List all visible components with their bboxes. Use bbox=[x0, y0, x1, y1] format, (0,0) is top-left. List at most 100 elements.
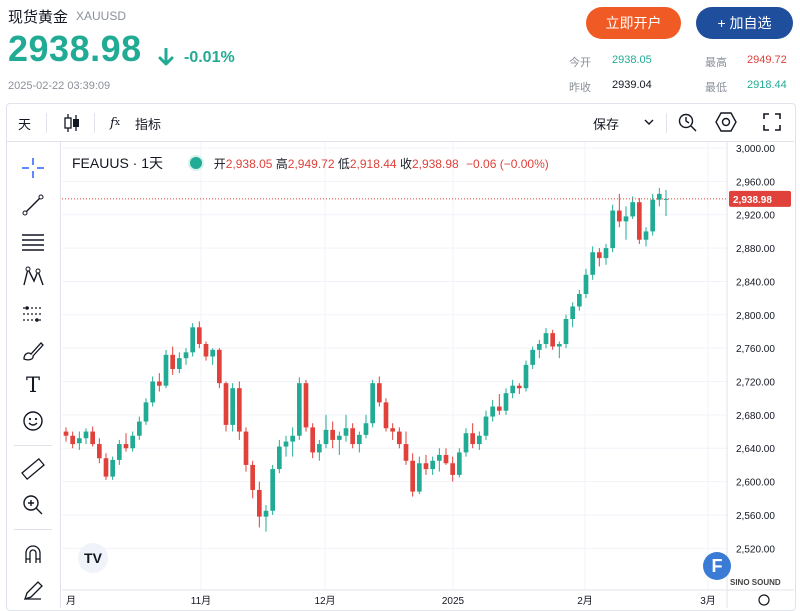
toolbar-separator bbox=[46, 113, 47, 133]
candle-body bbox=[463, 433, 469, 453]
candle-body bbox=[657, 193, 662, 200]
candle-body bbox=[610, 210, 615, 249]
candles-icon[interactable] bbox=[62, 112, 82, 134]
candle-body bbox=[370, 383, 375, 424]
scale-settings-icon bbox=[758, 594, 770, 606]
candle-body bbox=[550, 333, 555, 347]
high-label: 最高 bbox=[705, 57, 727, 69]
y-tick-label: 2,640.00 bbox=[736, 444, 775, 455]
candle-body bbox=[197, 327, 202, 344]
timestamp: 2025-02-22 03:39:09 bbox=[8, 80, 111, 92]
instrument-symbol: XAUUSD bbox=[76, 9, 127, 23]
candle-body bbox=[337, 435, 342, 440]
candle-body bbox=[483, 416, 489, 436]
candle-body bbox=[510, 385, 515, 394]
watermark-text: SINO SOUND bbox=[730, 578, 781, 587]
candle-body bbox=[317, 444, 322, 453]
tradingview-logo[interactable]: TV bbox=[78, 543, 108, 573]
y-tick-label: 3,000.00 bbox=[736, 144, 775, 155]
candle-body bbox=[517, 385, 522, 389]
emoji-icon[interactable] bbox=[19, 408, 47, 434]
toolbar-separator bbox=[666, 113, 667, 133]
open-label: 今开 bbox=[569, 57, 591, 69]
candle-body bbox=[543, 333, 549, 344]
legend-close: 2,938.98 bbox=[411, 157, 459, 171]
candle-body bbox=[297, 383, 302, 436]
legend-change: −0.06 (−0.00%) bbox=[466, 157, 549, 171]
text-icon[interactable]: T bbox=[25, 373, 40, 397]
y-tick-label: 2,800.00 bbox=[736, 311, 775, 322]
candle-body bbox=[170, 354, 175, 370]
legend-high-label: 高 bbox=[275, 157, 288, 171]
open-value: 2938.05 bbox=[612, 54, 652, 66]
legend-open-label: 开 bbox=[213, 157, 226, 171]
price-change: -0.01% bbox=[184, 49, 235, 66]
candle-body bbox=[323, 429, 329, 445]
candle-body bbox=[390, 428, 395, 432]
alert-icon[interactable] bbox=[676, 111, 698, 133]
fullscreen-icon[interactable] bbox=[762, 112, 782, 132]
fib-icon[interactable] bbox=[19, 229, 47, 255]
candle-body bbox=[437, 454, 442, 461]
candle-body bbox=[637, 202, 642, 240]
low-label: 最低 bbox=[705, 82, 727, 94]
candle-body bbox=[137, 421, 142, 436]
y-tick-label: 2,840.00 bbox=[736, 277, 775, 288]
candle-body bbox=[203, 343, 209, 357]
trend-line-icon[interactable] bbox=[19, 192, 47, 218]
candle-body bbox=[310, 427, 315, 453]
candle-body bbox=[383, 402, 389, 429]
x-tick-label: 3月 bbox=[700, 595, 716, 607]
settings-icon[interactable] bbox=[714, 111, 738, 133]
candle-body bbox=[650, 199, 655, 232]
y-tick-label: 2,720.00 bbox=[736, 378, 775, 389]
candle-body bbox=[477, 435, 482, 445]
candle-body bbox=[177, 358, 182, 370]
candle-body bbox=[77, 438, 82, 444]
candle-body bbox=[63, 431, 69, 436]
candle-body bbox=[523, 364, 529, 389]
candle-body bbox=[557, 343, 562, 347]
candle-body bbox=[330, 429, 335, 440]
brush-icon[interactable] bbox=[19, 338, 47, 364]
candle-body bbox=[263, 510, 269, 517]
open-account-button[interactable]: 立即开户 bbox=[586, 7, 681, 39]
candle-body bbox=[150, 381, 155, 403]
projection-icon[interactable] bbox=[19, 301, 47, 327]
crosshair-icon[interactable] bbox=[19, 155, 47, 181]
candle-body bbox=[303, 383, 309, 428]
legend-close-label: 收 bbox=[399, 157, 412, 171]
candle-body bbox=[90, 431, 95, 445]
status-dot-icon bbox=[190, 157, 203, 169]
candle-body bbox=[603, 248, 609, 259]
candle-body bbox=[277, 446, 282, 470]
zoom-in-icon[interactable] bbox=[19, 492, 47, 518]
candle-body bbox=[237, 388, 242, 432]
candle-body bbox=[190, 327, 195, 353]
candle-body bbox=[123, 444, 129, 449]
ruler-icon[interactable] bbox=[19, 456, 47, 482]
save-button[interactable]: 保存 bbox=[593, 116, 620, 132]
candle-body bbox=[377, 383, 382, 403]
legend-symbol: FEAUUS · 1天 bbox=[72, 155, 164, 171]
candle-body bbox=[530, 349, 535, 365]
candle-body bbox=[157, 381, 162, 386]
candle-body bbox=[497, 406, 502, 411]
add-watchlist-button[interactable]: + 加自选 bbox=[696, 7, 793, 39]
candle-body bbox=[183, 352, 189, 359]
indicators-button[interactable]: 指标 bbox=[135, 116, 162, 132]
y-tick-label: 2,520.00 bbox=[736, 544, 775, 555]
chevron-down-icon[interactable] bbox=[643, 117, 655, 127]
candle-body bbox=[403, 444, 409, 461]
tools-divider bbox=[14, 529, 52, 530]
interval-button[interactable]: 天 bbox=[18, 116, 32, 132]
x-tick-label: 月 bbox=[66, 595, 76, 607]
candle-body bbox=[597, 252, 602, 259]
candle-body bbox=[83, 431, 89, 439]
candle-body bbox=[583, 274, 589, 294]
magnet-icon[interactable] bbox=[19, 541, 47, 567]
lock-draw-icon[interactable] bbox=[19, 578, 47, 604]
pattern-icon[interactable] bbox=[19, 264, 47, 290]
